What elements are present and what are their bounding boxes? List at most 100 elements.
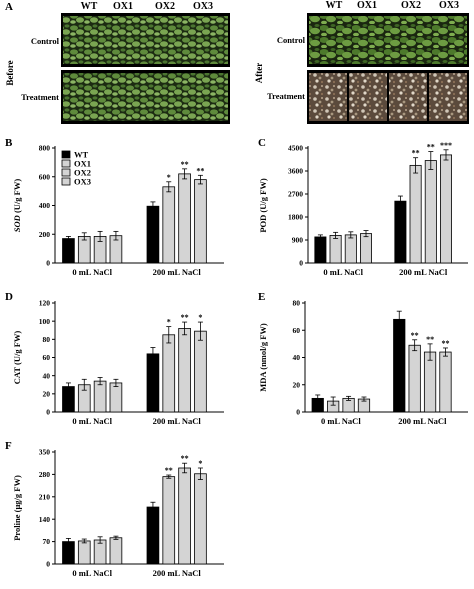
bar-ox3: [194, 179, 207, 264]
bar-wt: [314, 236, 327, 264]
y-tick-label: 400: [39, 201, 51, 210]
photo-before-treatment: [61, 70, 230, 124]
y-tick-label: 100: [39, 317, 51, 326]
significance-label: **: [412, 149, 420, 158]
y-axis-label: CAT (U/g FW): [12, 331, 22, 385]
genotype-labels-after: WT OX1 OX2 OX3: [326, 0, 459, 11]
y-tick-label: 3600: [288, 167, 303, 176]
y-axis-label: MDA (nmol/g FW): [258, 323, 268, 392]
genotype-label: OX1: [113, 1, 133, 12]
chart-cat: D CAT (U/g FW) 0 20 40 60 80 100 120 0 mL NaCl 200…: [5, 291, 224, 426]
x-category-label: 200 mL NaCl: [398, 416, 447, 426]
significance-label: **: [165, 466, 173, 475]
genotype-label: OX3: [439, 0, 459, 11]
bar-ox2: [344, 234, 357, 264]
bar-wt: [146, 205, 160, 264]
x-category-label: 0 mL NaCl: [72, 416, 112, 426]
bar-ox1: [162, 334, 176, 413]
x-category-label: 200 mL NaCl: [399, 267, 448, 277]
y-tick-label: 200: [39, 230, 51, 239]
significance-label: ***: [440, 141, 452, 150]
y-axis-label: POD (U/g FW): [258, 178, 268, 232]
y-axis-label: Proline (μg/g FW): [12, 475, 22, 541]
legend-swatch: [61, 168, 71, 177]
y-tick-label: 80: [43, 335, 51, 344]
y-tick-label: 0: [46, 560, 50, 569]
row-label-treatment-after: Treatment: [267, 91, 305, 101]
genotype-label: OX2: [401, 0, 421, 11]
bar-ox2: [178, 173, 191, 264]
bar-wt: [394, 200, 407, 264]
significance-label: *: [167, 173, 171, 182]
y-tick-label: 120: [39, 299, 51, 308]
genotype-label: OX1: [357, 0, 377, 11]
bar-ox3: [439, 154, 452, 264]
before-label: Before: [5, 60, 15, 85]
y-tick-label: 1800: [288, 213, 303, 222]
y-tick-label: 0: [46, 408, 50, 417]
panel-letter-c: C: [258, 137, 266, 149]
y-tick-label: 0: [299, 259, 303, 268]
bar-wt: [146, 506, 160, 565]
row-label-treatment-before: Treatment: [21, 92, 59, 102]
legend-label: OX1: [74, 159, 91, 169]
genotype-label: OX2: [155, 1, 175, 12]
y-tick-label: 40: [43, 371, 51, 380]
significance-label: **: [181, 454, 189, 463]
y-tick-label: 2700: [288, 190, 303, 199]
genotype-label: OX3: [193, 1, 213, 12]
y-tick-label: 210: [39, 492, 51, 501]
bar-ox1: [77, 540, 91, 565]
y-tick-label: 600: [39, 172, 51, 181]
y-tick-label: 280: [39, 470, 51, 479]
legend-label: OX2: [74, 168, 91, 178]
photo-after-control: [307, 13, 469, 67]
legend-label: OX3: [74, 177, 91, 187]
panel-letter-e: E: [258, 291, 265, 303]
after-label: After: [254, 63, 264, 83]
legend-swatch: [61, 177, 71, 186]
chart-proline: F Proline (μg/g FW) 0 70 140 210 280 350 0 mL Na…: [5, 440, 224, 578]
panel-letter-a: A: [5, 1, 13, 13]
y-tick-label: 70: [43, 537, 51, 546]
x-category-label: 0 mL NaCl: [321, 416, 361, 426]
x-category-label: 200 mL NaCl: [153, 416, 202, 426]
genotype-label: WT: [326, 0, 343, 11]
bar-ox3: [194, 330, 207, 413]
photo-before-control: [61, 13, 230, 67]
chart-mda: E MDA (nmol/g FW) 0 20 40 60 80 0 mL NaCl 200 mL…: [258, 291, 468, 426]
y-tick-label: 60: [293, 326, 301, 335]
row-label-control-after: Control: [277, 35, 306, 45]
y-tick-label: 350: [39, 448, 51, 457]
bar-wt: [146, 353, 160, 413]
panel-letter-b: B: [5, 137, 13, 149]
significance-label: *: [198, 313, 202, 322]
y-tick-label: 20: [43, 389, 51, 398]
bar-ox2: [93, 380, 107, 413]
row-label-control-before: Control: [31, 36, 60, 46]
x-category-label: 0 mL NaCl: [72, 568, 112, 578]
chart-pod: C POD (U/g FW) 0 900 1800 2700 3600 4500 0 mL Na…: [258, 137, 468, 277]
significance-label: **: [196, 166, 204, 175]
bar-ox2: [178, 328, 191, 413]
significance-label: **: [181, 313, 189, 322]
bar-ox1: [409, 164, 422, 264]
bar-ox3: [109, 537, 123, 565]
genotype-labels-before: WT OX1 OX2 OX3: [81, 1, 213, 12]
bar-ox1: [162, 186, 176, 264]
y-tick-label: 900: [292, 236, 304, 245]
photo-after-treatment: [307, 70, 469, 124]
y-tick-label: 4500: [288, 144, 303, 153]
x-category-label: 0 mL NaCl: [323, 267, 363, 277]
significance-label: *: [167, 318, 171, 327]
y-tick-label: 80: [293, 299, 301, 308]
bar-ox3: [439, 351, 452, 413]
significance-label: **: [441, 339, 449, 348]
bar-ox3: [194, 473, 207, 565]
panel-letter-d: D: [5, 291, 13, 303]
y-tick-label: 0: [296, 408, 300, 417]
bar-ox2: [178, 467, 191, 565]
bar-ox3: [359, 233, 372, 264]
